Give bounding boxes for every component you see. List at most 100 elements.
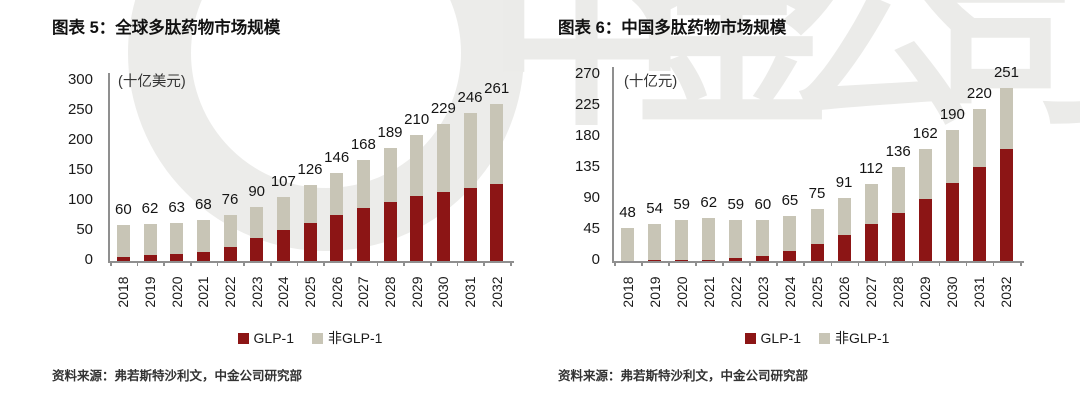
x-tick-label: 2022 — [727, 276, 744, 308]
y-tick-label: 50 — [76, 221, 93, 238]
bar-total-label: 210 — [404, 111, 430, 128]
chart-title: 图表 5：全球多肽药物市场规模 — [52, 19, 281, 37]
x-tick-label: 2029 — [408, 276, 425, 308]
chart-title: 图表 6：中国多肽药物市场规模 — [558, 19, 787, 37]
bar-total-label: 59 — [727, 196, 745, 214]
bar-total-label: 112 — [859, 159, 884, 177]
x-axis-tick — [403, 261, 405, 266]
bar-total-label: 76 — [221, 191, 239, 209]
x-axis-tick — [430, 261, 432, 266]
x-axis-tick — [965, 261, 968, 266]
x-axis-tick — [749, 261, 751, 266]
bar-total-label: 62 — [700, 194, 718, 212]
bar-segment-non-glp1 — [490, 104, 504, 184]
bar-total-label: 59 — [673, 196, 690, 214]
y-tick-label: 250 — [67, 101, 93, 118]
bar-segment-glp1 — [945, 183, 959, 261]
stacked-bar — [463, 113, 477, 261]
bar-segment-non-glp1 — [223, 215, 237, 247]
x-axis-tick — [695, 261, 697, 266]
legend-item: 非GLP-1 — [312, 328, 382, 348]
stacked-bar — [621, 227, 635, 261]
bar-segment-glp1 — [276, 229, 290, 261]
bar-total-label: 91 — [835, 174, 853, 192]
bar-total-label: 229 — [430, 99, 456, 117]
bar-total-label: 63 — [168, 199, 185, 217]
stacked-bar — [276, 196, 290, 261]
bar-segment-glp1 — [303, 223, 317, 261]
x-tick-label: 2024 — [781, 276, 798, 308]
x-tick-label: 2020 — [168, 276, 185, 308]
bar-segment-non-glp1 — [702, 218, 716, 260]
x-axis-tick — [376, 261, 379, 266]
stacked-bar — [303, 185, 317, 261]
bar-total-label: 126 — [297, 161, 323, 179]
stacked-bar — [810, 209, 824, 261]
x-tick-label: 2025 — [809, 276, 825, 308]
x-axis-tick — [641, 261, 643, 266]
y-tick-label: 0 — [591, 251, 600, 268]
x-axis-tick — [110, 261, 112, 266]
stacked-bar — [383, 147, 397, 261]
x-tick-label: 2018 — [115, 276, 132, 308]
x-tick-label: 2026 — [328, 276, 345, 308]
bar-segment-non-glp1 — [675, 220, 689, 261]
y-axis-unit-label: (十亿美元) — [118, 74, 186, 90]
stacked-bar — [436, 123, 450, 261]
legend-label: GLP-1 — [253, 330, 294, 346]
stacked-bar — [702, 218, 716, 261]
x-axis-tick — [911, 261, 914, 266]
source-note: 资料来源：弗若斯特沙利文，中金公司研究部 — [52, 369, 303, 383]
bar-total-label: 146 — [324, 149, 350, 167]
bar-segment-glp1 — [783, 251, 797, 261]
x-tick-label: 2027 — [863, 276, 880, 308]
y-tick-label: 180 — [574, 126, 600, 144]
bar-total-label: 65 — [781, 192, 799, 210]
bar-segment-glp1 — [648, 260, 662, 261]
y-tick-label: 150 — [67, 161, 93, 178]
x-tick-label: 2028 — [890, 276, 907, 308]
bar-total-label: 48 — [619, 203, 636, 221]
legend-swatch-icon — [744, 332, 756, 344]
legend-item: GLP-1 — [744, 328, 801, 348]
bar-segment-non-glp1 — [783, 216, 797, 252]
bar-total-label: 62 — [141, 199, 159, 217]
stacked-bar — [783, 216, 797, 261]
x-tick-label: 2024 — [275, 276, 292, 308]
bar-segment-non-glp1 — [621, 227, 635, 261]
bar-total-label: 107 — [270, 172, 296, 190]
x-tick-label: 2019 — [142, 276, 158, 308]
bar-segment-non-glp1 — [972, 109, 986, 167]
x-tick-label: 2032 — [488, 276, 505, 308]
bar-segment-non-glp1 — [383, 147, 397, 203]
stacked-bar — [837, 198, 851, 261]
bar-total-label: 162 — [912, 125, 938, 143]
x-tick-label: 2031 — [462, 276, 478, 308]
x-axis-line — [612, 261, 1024, 263]
bar-total-label: 60 — [114, 201, 132, 218]
x-tick-label: 2026 — [836, 276, 853, 308]
bar-segment-glp1 — [436, 191, 450, 261]
x-axis-tick — [992, 261, 995, 266]
x-axis-tick — [270, 261, 272, 266]
stacked-bar — [945, 130, 959, 261]
bar-segment-glp1 — [196, 251, 210, 261]
y-tick-label: 270 — [574, 64, 600, 82]
plot-area: 0 45 90 135 180 225 270 48 2018 54 2019 59 2020 62 202… — [540, 0, 1080, 408]
x-tick-label: 2021 — [195, 276, 212, 308]
x-tick-label: 2022 — [222, 276, 238, 308]
stacked-bar — [864, 183, 878, 261]
bar-segment-glp1 — [864, 224, 878, 261]
y-tick-label: 300 — [67, 71, 93, 88]
x-axis-tick — [938, 261, 941, 266]
x-tick-label: 2025 — [302, 276, 318, 308]
bar-segment-glp1 — [463, 188, 477, 261]
stacked-bar — [490, 104, 504, 261]
bar-total-label: 136 — [885, 143, 911, 161]
x-axis-tick — [776, 261, 778, 266]
x-tick-label: 2028 — [382, 276, 398, 308]
y-axis-line — [612, 66, 614, 262]
bar-segment-non-glp1 — [945, 130, 959, 184]
bar-segment-glp1 — [999, 149, 1013, 261]
